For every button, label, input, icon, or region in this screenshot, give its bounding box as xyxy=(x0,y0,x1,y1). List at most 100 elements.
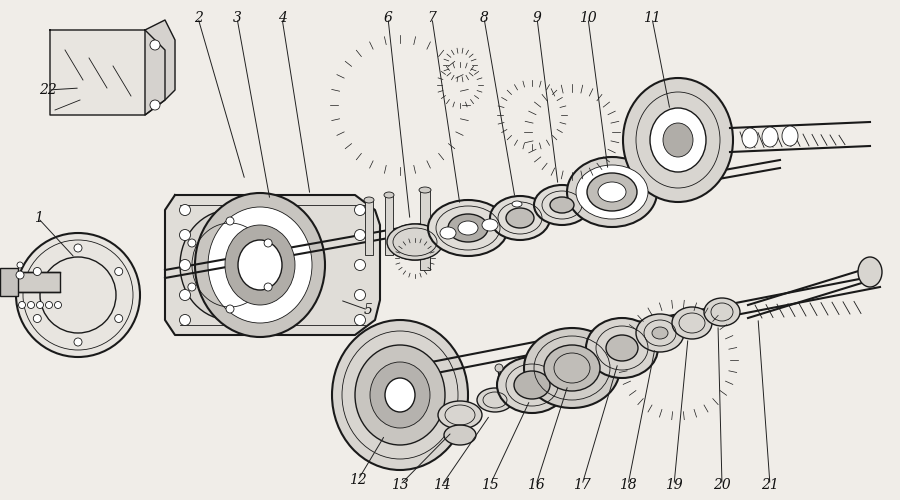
Text: 18: 18 xyxy=(619,478,637,492)
Ellipse shape xyxy=(652,327,668,339)
Ellipse shape xyxy=(238,240,282,290)
Ellipse shape xyxy=(385,378,415,412)
Ellipse shape xyxy=(458,221,478,235)
Ellipse shape xyxy=(195,193,325,337)
Text: 5: 5 xyxy=(364,303,373,317)
Circle shape xyxy=(33,314,41,322)
Ellipse shape xyxy=(524,328,620,408)
Text: 15: 15 xyxy=(482,478,499,492)
Circle shape xyxy=(114,314,122,322)
Circle shape xyxy=(114,268,122,276)
Text: 10: 10 xyxy=(579,11,597,25)
Ellipse shape xyxy=(606,335,638,361)
Ellipse shape xyxy=(477,388,513,412)
Circle shape xyxy=(495,364,503,372)
Ellipse shape xyxy=(332,320,468,470)
Circle shape xyxy=(55,302,61,308)
Circle shape xyxy=(355,314,365,326)
Ellipse shape xyxy=(567,157,657,227)
Text: 1: 1 xyxy=(33,211,42,225)
Text: 8: 8 xyxy=(480,11,489,25)
Ellipse shape xyxy=(428,200,508,256)
Ellipse shape xyxy=(438,401,482,429)
Ellipse shape xyxy=(762,127,778,147)
Ellipse shape xyxy=(672,307,712,339)
Circle shape xyxy=(264,283,272,291)
Ellipse shape xyxy=(180,210,280,320)
Ellipse shape xyxy=(364,197,374,203)
Ellipse shape xyxy=(742,128,758,148)
Ellipse shape xyxy=(387,224,443,260)
Ellipse shape xyxy=(534,185,590,225)
Circle shape xyxy=(355,260,365,270)
Ellipse shape xyxy=(586,318,658,378)
Ellipse shape xyxy=(544,345,600,391)
Text: 22: 22 xyxy=(39,83,57,97)
Circle shape xyxy=(19,302,25,308)
Ellipse shape xyxy=(650,108,706,172)
Text: 6: 6 xyxy=(383,11,392,25)
Circle shape xyxy=(33,268,41,276)
Text: 19: 19 xyxy=(665,478,683,492)
Ellipse shape xyxy=(419,187,431,193)
Ellipse shape xyxy=(208,207,312,323)
Ellipse shape xyxy=(497,357,567,413)
Circle shape xyxy=(17,262,23,268)
Circle shape xyxy=(179,260,191,270)
Bar xyxy=(0,268,18,296)
Ellipse shape xyxy=(514,371,550,399)
Text: 21: 21 xyxy=(761,478,778,492)
Circle shape xyxy=(188,239,196,247)
Circle shape xyxy=(74,338,82,346)
Text: 9: 9 xyxy=(533,11,542,25)
Circle shape xyxy=(226,217,234,225)
Ellipse shape xyxy=(598,182,626,202)
Ellipse shape xyxy=(858,257,882,287)
Bar xyxy=(365,200,373,255)
Text: 13: 13 xyxy=(392,478,409,492)
Polygon shape xyxy=(165,195,380,335)
Circle shape xyxy=(179,204,191,216)
Text: 2: 2 xyxy=(194,11,202,25)
Ellipse shape xyxy=(16,233,140,357)
Text: 7: 7 xyxy=(428,11,436,25)
Text: 3: 3 xyxy=(232,11,241,25)
Circle shape xyxy=(188,283,196,291)
Circle shape xyxy=(264,239,272,247)
Ellipse shape xyxy=(370,362,430,428)
Polygon shape xyxy=(145,20,175,115)
Circle shape xyxy=(179,230,191,240)
Bar xyxy=(385,195,393,255)
Ellipse shape xyxy=(444,425,476,445)
Ellipse shape xyxy=(490,196,550,240)
Ellipse shape xyxy=(482,219,498,231)
Text: 14: 14 xyxy=(433,478,451,492)
Circle shape xyxy=(16,271,24,279)
Ellipse shape xyxy=(440,227,456,239)
Circle shape xyxy=(28,302,34,308)
Ellipse shape xyxy=(636,314,684,352)
Ellipse shape xyxy=(782,126,798,146)
Circle shape xyxy=(46,302,52,308)
Ellipse shape xyxy=(355,345,445,445)
Text: 12: 12 xyxy=(349,473,367,487)
Ellipse shape xyxy=(512,201,522,207)
Polygon shape xyxy=(50,30,165,115)
Circle shape xyxy=(150,40,160,50)
Ellipse shape xyxy=(587,173,637,211)
Ellipse shape xyxy=(384,192,394,198)
Bar xyxy=(8,272,60,292)
Ellipse shape xyxy=(225,225,295,305)
Text: 16: 16 xyxy=(527,478,544,492)
Text: 17: 17 xyxy=(573,478,591,492)
Ellipse shape xyxy=(506,208,534,228)
Ellipse shape xyxy=(448,214,488,242)
Circle shape xyxy=(37,302,43,308)
Circle shape xyxy=(355,290,365,300)
Circle shape xyxy=(226,305,234,313)
Circle shape xyxy=(74,244,82,252)
Text: 4: 4 xyxy=(277,11,286,25)
Text: 20: 20 xyxy=(713,478,731,492)
Circle shape xyxy=(150,100,160,110)
Ellipse shape xyxy=(550,197,574,213)
